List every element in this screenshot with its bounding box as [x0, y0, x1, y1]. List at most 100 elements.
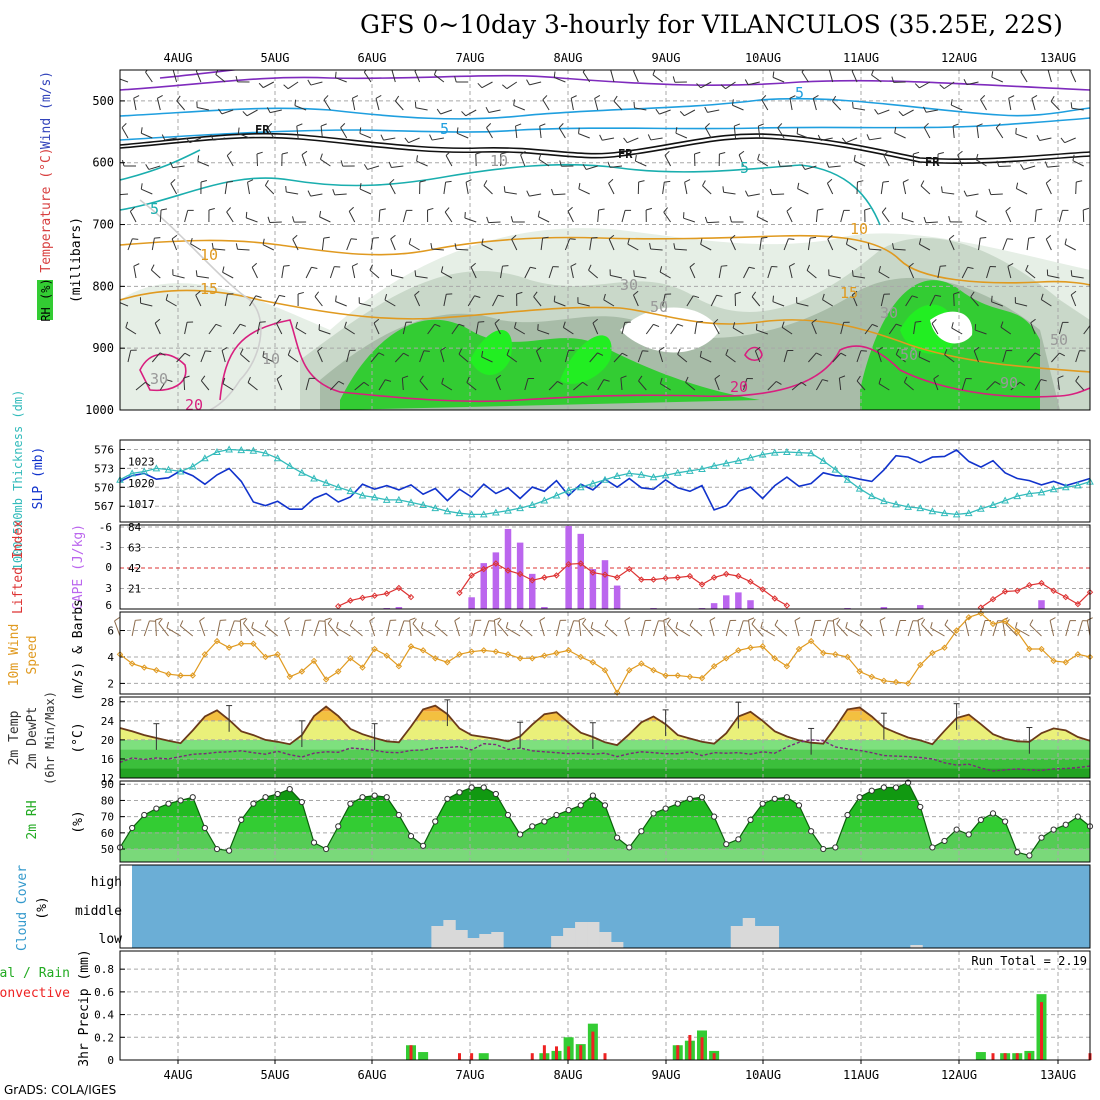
lifted-index-marker — [1001, 588, 1009, 595]
wind-speed-marker — [698, 674, 706, 682]
contour-line — [120, 163, 881, 226]
rh-marker — [626, 844, 633, 851]
wind-barb-flag — [199, 617, 205, 622]
wind-barb — [408, 137, 420, 144]
wind-barb-flag — [352, 95, 359, 99]
wind-barb-flag — [1091, 324, 1097, 326]
wind-barb-flag — [388, 161, 392, 168]
wind-barb-flag — [675, 622, 679, 629]
wind-barb — [159, 209, 162, 223]
wind-barb-flag — [853, 154, 856, 161]
rh-shading — [620, 307, 720, 353]
wind-barb — [603, 299, 615, 307]
wind-barb-flag — [702, 180, 706, 186]
wind-barb-flag — [159, 352, 166, 356]
wind-speed-marker — [820, 649, 827, 657]
wind-barb — [1047, 70, 1052, 83]
wind-barb — [133, 98, 137, 111]
thickness-tick-label: 573 — [94, 462, 114, 475]
wind-barb — [215, 74, 226, 83]
wind-barb — [919, 243, 931, 251]
rh-marker — [977, 816, 984, 823]
wind-barb-flag — [414, 290, 420, 296]
wind-barb — [114, 620, 121, 637]
wind-barb-flag — [160, 208, 168, 211]
lifted-index-marker — [1074, 600, 1082, 608]
run-total: Run Total = 2.19 — [971, 954, 1087, 968]
wind-barb — [791, 381, 802, 391]
wind-barb — [129, 211, 137, 223]
wind-barb-flag — [786, 206, 792, 212]
wind-barb — [431, 248, 444, 251]
wind-barb — [597, 379, 605, 391]
wind-barb — [1002, 620, 1006, 637]
wind-barb-flag — [878, 377, 882, 384]
wind-barb-flag — [558, 123, 564, 129]
precip-convective-bar — [470, 1053, 474, 1060]
cape-bar — [480, 563, 487, 609]
rh-marker — [808, 828, 815, 835]
wind-barb-flag — [237, 127, 240, 134]
wind-barb-flag — [1040, 379, 1047, 382]
wind-barb — [467, 295, 475, 307]
wind-barb-flag — [420, 621, 424, 629]
wind-barb — [707, 109, 720, 113]
rh-marker — [153, 805, 160, 812]
cape-bar — [492, 552, 500, 609]
wind-barb — [141, 188, 153, 195]
wind-barb-flag — [340, 160, 344, 167]
wind-barb-flag — [867, 243, 870, 250]
wind-barb — [419, 380, 428, 391]
wind-barb-flag — [738, 150, 745, 156]
rh-marker — [1062, 821, 1069, 828]
wind-barb — [444, 211, 453, 223]
wind-barb — [295, 327, 307, 335]
precip-convective-bar — [1015, 1053, 1019, 1060]
wind-barb-flag — [169, 161, 174, 168]
x-tick-label: 6AUG — [358, 51, 387, 65]
wind-barb-flag — [957, 150, 963, 156]
wind-barb — [582, 623, 594, 637]
wind-barb-flag — [806, 264, 811, 271]
wind-barb-flag — [794, 617, 801, 621]
wind-barb-flag — [247, 376, 251, 383]
rh-marker — [1026, 852, 1033, 859]
wind-barb — [305, 378, 310, 391]
thickness-marker — [819, 456, 828, 464]
rh-shading — [930, 311, 973, 344]
wind-barb — [495, 378, 501, 391]
wind-barb — [826, 183, 834, 195]
wind-barb-flag — [772, 71, 775, 78]
wind-barb — [942, 191, 955, 195]
cape-bar — [723, 595, 730, 609]
wind-barb-flag — [389, 178, 395, 184]
thickness-marker — [795, 448, 803, 456]
wind-barb — [155, 619, 157, 637]
wind-barb — [251, 627, 266, 637]
wind-barb — [301, 154, 307, 167]
contour-line — [120, 117, 1090, 141]
wind-barb — [700, 356, 712, 363]
wind-barb-flag — [570, 263, 577, 267]
wind-barb-flag — [996, 160, 1000, 167]
lifted-index-marker — [407, 593, 415, 601]
wind-barb — [1047, 275, 1060, 279]
wind-barb-flag — [845, 622, 848, 629]
wind-barb-flag — [140, 183, 143, 190]
thickness-marker — [370, 493, 379, 501]
wind-barb — [318, 329, 331, 335]
wind-barb — [590, 627, 606, 637]
wind-barb-flag — [777, 160, 781, 167]
wind-barb — [998, 165, 1011, 168]
wind-barb — [592, 322, 599, 335]
x-tick-label: 9AUG — [652, 1068, 681, 1082]
wind-barb — [757, 126, 761, 139]
wind-barb — [533, 296, 542, 307]
wind-barb-flag — [866, 134, 870, 141]
x-tick-label: 13AUG — [1040, 51, 1076, 65]
precip-convective-bar — [458, 1053, 461, 1060]
x-tick-label: 13AUG — [1040, 1068, 1076, 1082]
wind-barb — [864, 324, 873, 335]
wind-barb — [348, 211, 356, 223]
wind-barb — [976, 126, 979, 139]
